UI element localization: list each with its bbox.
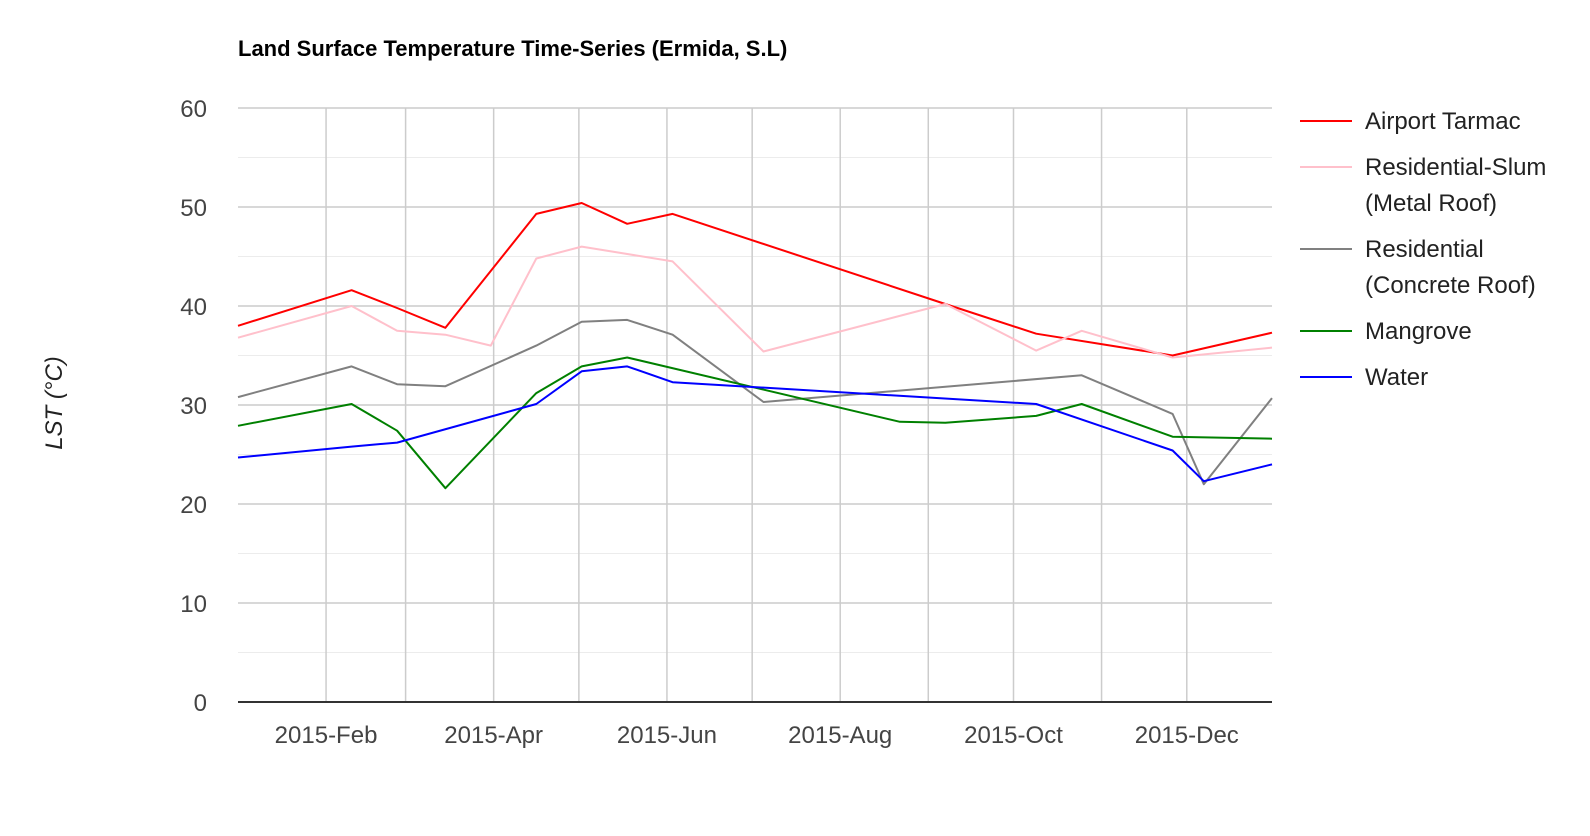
series-line-mangrove [237, 356, 1273, 490]
legend-entry: Residential (Concrete Roof) [1300, 236, 1536, 299]
legend-entry: Mangrove [1300, 318, 1472, 345]
x-tick-label: 2015-Apr [444, 722, 543, 749]
y-tick-label: 30 [180, 393, 207, 420]
x-tick-label: 2015-Aug [788, 722, 892, 749]
x-tick-label: 2015-Jun [617, 722, 717, 749]
series-line-residential-slum-metal-roof [237, 245, 1273, 359]
grid [238, 107, 1272, 703]
x-tick-label: 2015-Oct [964, 722, 1063, 749]
legend-label: Residential-Slum (Metal Roof) [1365, 154, 1546, 217]
axis-ticks: 0 10 20 30 40 50 60 2015-Feb 2015-Apr 2015-Jun 201… [180, 96, 1239, 749]
legend-label: Water [1365, 364, 1428, 391]
legend-entry: Water [1300, 364, 1428, 391]
legend-entry: Airport Tarmac [1300, 108, 1521, 135]
y-tick-label: 0 [194, 690, 207, 717]
legend-label: Mangrove [1365, 318, 1472, 345]
legend-entry: Residential-Slum (Metal Roof) [1300, 154, 1546, 217]
series-line-airport-tarmac [237, 202, 1273, 357]
legend-label: Residential (Concrete Roof) [1365, 236, 1536, 299]
y-tick-label: 60 [180, 96, 207, 123]
y-tick-label: 50 [180, 195, 207, 222]
y-tick-label: 10 [180, 591, 207, 618]
x-tick-label: 2015-Dec [1135, 722, 1239, 749]
x-tick-label: 2015-Feb [275, 722, 378, 749]
y-tick-label: 20 [180, 492, 207, 519]
y-tick-label: 40 [180, 294, 207, 321]
legend-label: Airport Tarmac [1365, 108, 1521, 135]
series-line-residential-concrete-roof [237, 318, 1273, 486]
chart-title: Land Surface Temperature Time-Series (Er… [238, 36, 787, 61]
series-lines [237, 202, 1273, 490]
y-axis-label: LST (°C) [41, 356, 68, 450]
legend: Airport Tarmac Residential-Slum (Metal Roo… [1300, 108, 1546, 391]
series-line-water [237, 365, 1273, 483]
